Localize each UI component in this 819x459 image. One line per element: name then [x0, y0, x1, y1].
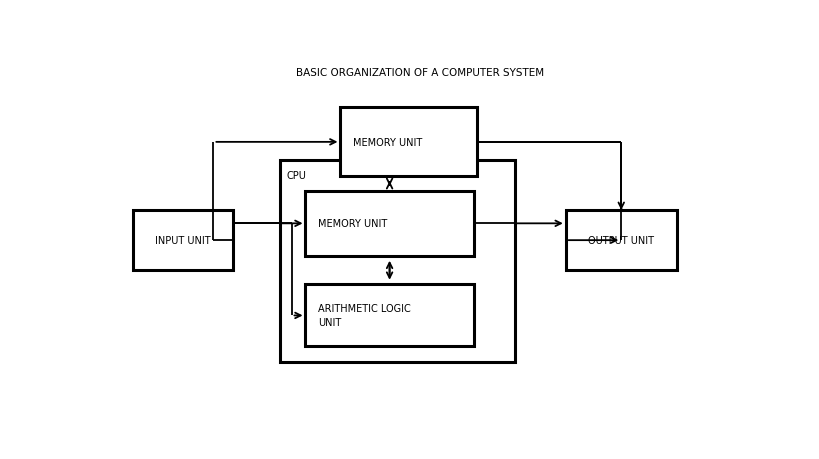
Text: BASIC ORGANIZATION OF A COMPUTER SYSTEM: BASIC ORGANIZATION OF A COMPUTER SYSTEM	[296, 67, 544, 78]
Bar	[566, 211, 676, 271]
Text: CPU: CPU	[287, 171, 306, 181]
Bar	[133, 211, 233, 271]
Bar	[305, 191, 473, 257]
Text: MEMORY UNIT: MEMORY UNIT	[353, 138, 423, 147]
Bar	[341, 108, 477, 177]
Text: MEMORY UNIT: MEMORY UNIT	[318, 219, 387, 229]
Bar	[305, 285, 473, 347]
Bar	[280, 161, 515, 363]
Text: OUTPUT UNIT: OUTPUT UNIT	[588, 235, 654, 246]
Text: UNIT: UNIT	[318, 317, 342, 327]
Text: INPUT UNIT: INPUT UNIT	[155, 235, 210, 246]
Text: ARITHMETIC LOGIC: ARITHMETIC LOGIC	[318, 303, 411, 313]
